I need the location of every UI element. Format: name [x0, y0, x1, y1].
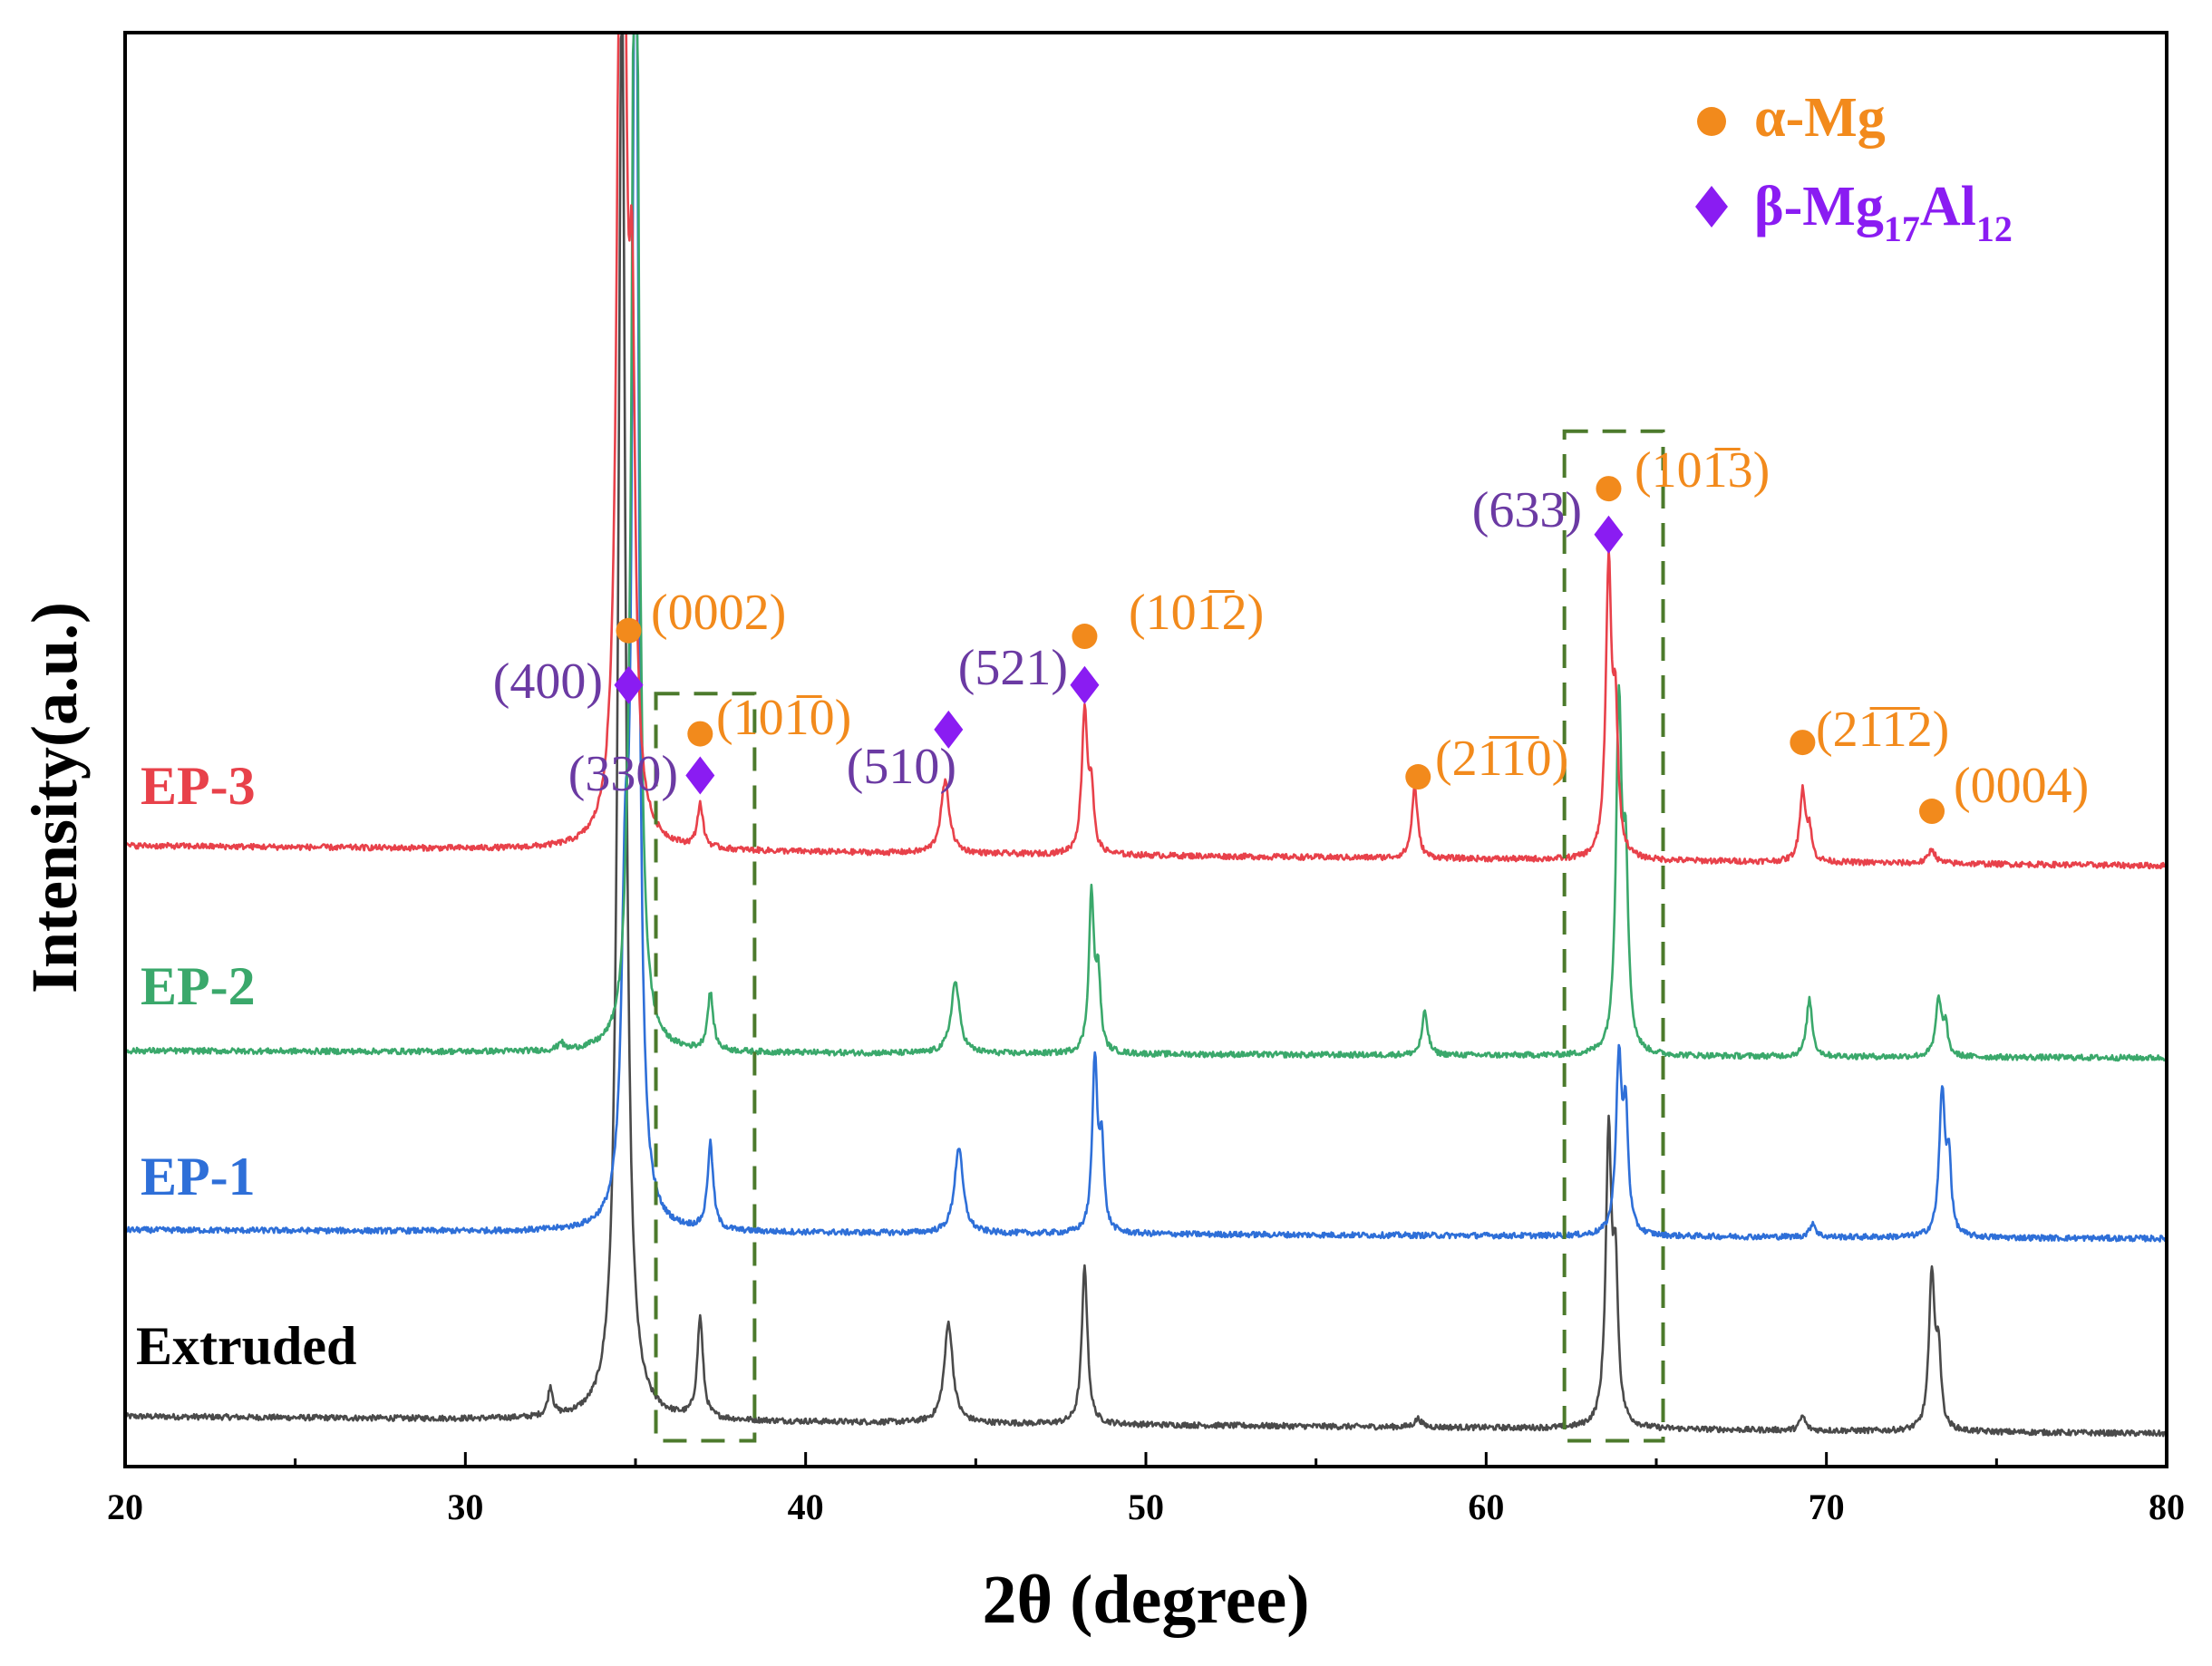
alpha-marker-10-13	[1596, 476, 1622, 502]
peak-label-521: (521)	[958, 640, 1068, 696]
peak-label-2-1-12: (21̅1̅2)	[1816, 702, 1949, 758]
peak-label-633: (633)	[1472, 482, 1582, 538]
x-tick-label-80: 80	[2149, 1487, 2185, 1527]
series-label-extruded: Extruded	[136, 1316, 356, 1376]
y-axis-title: Intensity(a.u.)	[18, 602, 91, 993]
peak-label-0004: (0004)	[1954, 758, 2089, 814]
series-label-ep1: EP-1	[141, 1147, 256, 1206]
series-line-ep-1	[124, 31, 2168, 1243]
legend-beta-part1: β-Mg	[1754, 176, 1884, 237]
peak-label-0002: (0002)	[651, 585, 786, 641]
series-line-ep-3	[123, 31, 2168, 870]
series-label-ep2: EP-2	[141, 956, 256, 1016]
highlight-box-2	[1562, 429, 1665, 1443]
alpha-marker-2-1-12	[1790, 730, 1816, 756]
x-tick-label-40: 40	[788, 1487, 824, 1527]
alpha-marker-2-1-10	[1405, 764, 1431, 790]
peak-label-400: (400)	[493, 654, 603, 710]
beta-marker-400	[614, 665, 644, 704]
series-line-extruded	[123, 31, 2168, 1438]
series-label-ep3: EP-3	[141, 756, 256, 816]
peak-label-10-13: (101̅3)	[1635, 442, 1770, 499]
legend: α-Mg β-Mg17Al12	[1695, 87, 2013, 249]
peak-label-10-12: (101̅2)	[1129, 585, 1264, 641]
legend-alpha-label: α-Mg	[1754, 87, 1886, 149]
series-line-ep-2	[123, 31, 2168, 1062]
peak-markers	[614, 476, 1945, 825]
peak-labels: (0002) (400) (101̅0) (330) (510) (101̅2)…	[493, 442, 2090, 814]
alpha-marker-10-12	[1072, 624, 1098, 650]
legend-beta-marker	[1695, 186, 1728, 228]
peak-label-510: (510)	[847, 739, 956, 795]
x-tick-label-30: 30	[447, 1487, 483, 1527]
highlight-boxes	[654, 429, 1665, 1443]
alpha-marker-0002	[616, 617, 642, 644]
beta-marker-521	[1070, 665, 1100, 704]
alpha-marker-0004	[1919, 799, 1945, 825]
beta-marker-633	[1594, 515, 1624, 554]
beta-marker-510	[934, 710, 964, 749]
x-ticks: 20 30 40 50 60 70 80	[107, 1452, 2185, 1527]
x-tick-label-60: 60	[1468, 1487, 1504, 1527]
x-tick-label-50: 50	[1128, 1487, 1164, 1527]
x-axis-title: 2θ (degree)	[982, 1562, 1309, 1638]
legend-beta-label: β-Mg17Al12	[1754, 176, 2013, 249]
beta-marker-330	[685, 756, 715, 795]
legend-alpha-marker	[1697, 107, 1726, 136]
alpha-marker-10-10	[687, 721, 713, 747]
highlight-box-1	[654, 692, 757, 1443]
x-tick-label-20: 20	[107, 1487, 143, 1527]
peak-label-10-10: (101̅0)	[716, 690, 851, 746]
x-tick-label-70: 70	[1809, 1487, 1845, 1527]
series-layer	[123, 31, 2168, 1438]
peak-label-2-1-10: (21̅1̅0)	[1435, 731, 1568, 787]
legend-beta-sub1: 17	[1884, 208, 1920, 249]
legend-beta-part2: Al	[1920, 176, 1976, 237]
peak-label-330: (330)	[568, 746, 678, 802]
legend-beta-sub2: 12	[1976, 208, 2013, 249]
